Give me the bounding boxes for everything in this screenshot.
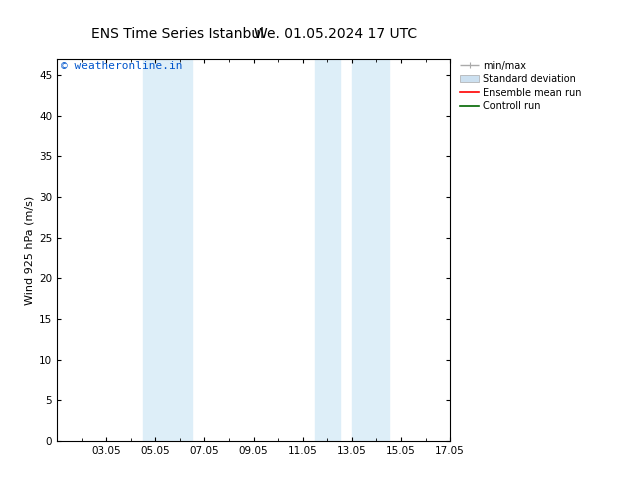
Bar xyxy=(143,59,167,441)
Text: ENS Time Series Istanbul: ENS Time Series Istanbul xyxy=(91,27,264,41)
Bar xyxy=(352,59,389,441)
Y-axis label: Wind 925 hPa (m/s): Wind 925 hPa (m/s) xyxy=(25,196,35,304)
Bar xyxy=(167,59,192,441)
Text: © weatheronline.in: © weatheronline.in xyxy=(61,61,183,71)
Legend: min/max, Standard deviation, Ensemble mean run, Controll run: min/max, Standard deviation, Ensemble me… xyxy=(458,59,584,113)
Bar xyxy=(315,59,340,441)
Text: We. 01.05.2024 17 UTC: We. 01.05.2024 17 UTC xyxy=(254,27,418,41)
